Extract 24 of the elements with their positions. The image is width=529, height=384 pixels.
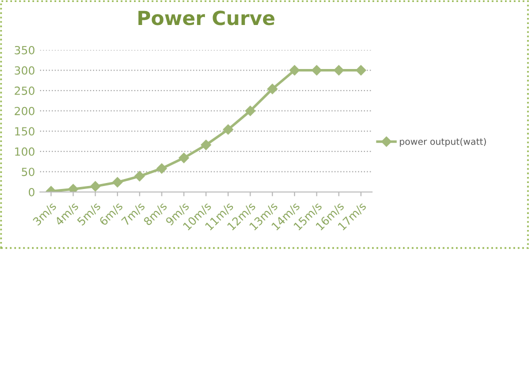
y-tick-label: 300 xyxy=(14,66,34,75)
y-tick-label: 100 xyxy=(15,147,34,156)
point xyxy=(312,65,322,76)
point xyxy=(223,124,234,135)
y-tick-label: 0 xyxy=(28,188,34,196)
point xyxy=(178,152,189,164)
y-tick-label: 150 xyxy=(15,127,34,136)
point xyxy=(134,171,145,182)
y-tick-label: 50 xyxy=(22,168,34,176)
y-tick-label: 250 xyxy=(14,86,34,95)
point xyxy=(200,140,212,150)
chart-title: Power Curve xyxy=(138,10,274,26)
legend-label: power output(watt) xyxy=(400,138,486,147)
point xyxy=(356,65,366,76)
y-tick-label: 200 xyxy=(14,106,34,116)
point xyxy=(245,106,256,116)
point xyxy=(156,163,167,174)
point xyxy=(68,184,78,192)
point xyxy=(90,181,100,192)
point xyxy=(289,65,300,76)
point xyxy=(267,84,278,94)
point xyxy=(112,177,123,188)
point xyxy=(334,65,344,76)
y-tick-label: 350 xyxy=(14,46,34,54)
